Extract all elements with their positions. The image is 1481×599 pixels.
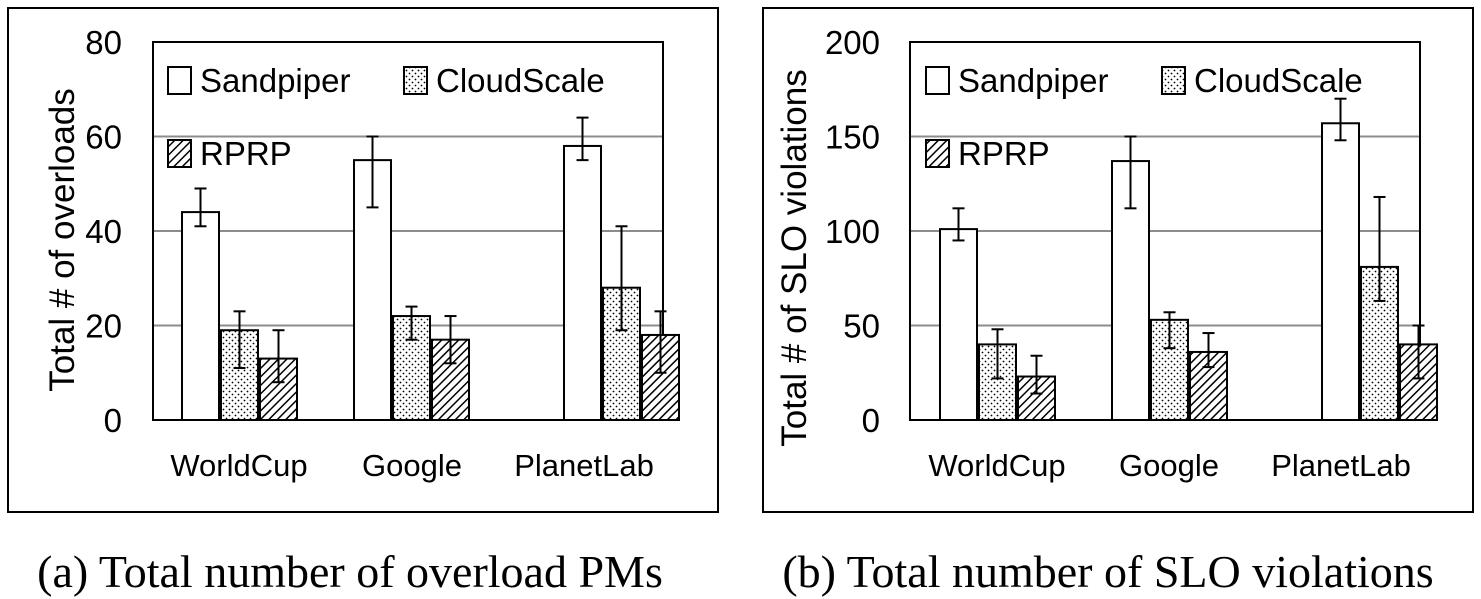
y-tick-label: 20 [85,308,122,345]
legend-swatch [925,66,950,95]
panel-b-frame [762,7,1474,513]
legend-swatch [925,139,950,168]
panel-a-ylabel: Total # of overloads [43,88,82,392]
x-category-label: Google [362,448,462,483]
legend-swatch [403,66,428,95]
legend-label: RPRP [958,135,1050,172]
y-tick-label: 200 [825,24,880,61]
legend-label: CloudScale [1194,62,1363,99]
y-tick-label: 50 [843,308,880,345]
x-category-label: PlanetLab [514,448,654,483]
y-tick-label: 80 [85,24,122,61]
legend-swatch [167,66,192,95]
y-tick-label: 100 [825,213,880,250]
bar-sandpiper-planetlab [563,144,602,421]
y-tick-label: 0 [104,402,122,439]
y-tick-label: 40 [85,213,122,250]
panel-b-ylabel: Total # of SLO violations [775,69,814,446]
x-category-label: WorldCup [928,448,1065,483]
x-category-label: PlanetLab [1271,448,1411,483]
legend-swatch [1161,66,1186,95]
panel-b-caption: (b) Total number of SLO violations [782,546,1433,597]
bar-sandpiper-worldcup [939,228,978,421]
x-category-label: WorldCup [170,448,307,483]
panel-a-caption: (a) Total number of overload PMs [37,546,663,597]
legend-swatch [167,139,192,168]
y-tick-label: 0 [862,402,880,439]
chart-panel-slo-violations: 0 50 100 150 200 WorldCup Google PlanetLab Sandp… [825,24,1438,483]
y-tick-label: 60 [85,119,122,156]
y-tick-label: 150 [825,119,880,156]
legend-label: RPRP [200,135,292,172]
bar-sandpiper-planetlab [1321,122,1360,422]
legend-label: Sandpiper [200,62,350,99]
legend-label: CloudScale [436,62,605,99]
legend-label: Sandpiper [958,62,1108,99]
bar-sandpiper-worldcup [181,211,220,421]
chart-panel-overloads: 0 20 40 60 80 WorldCup Google PlanetLab Sandpipe… [85,24,680,483]
x-category-label: Google [1119,448,1219,483]
panel-a-frame [7,7,719,513]
